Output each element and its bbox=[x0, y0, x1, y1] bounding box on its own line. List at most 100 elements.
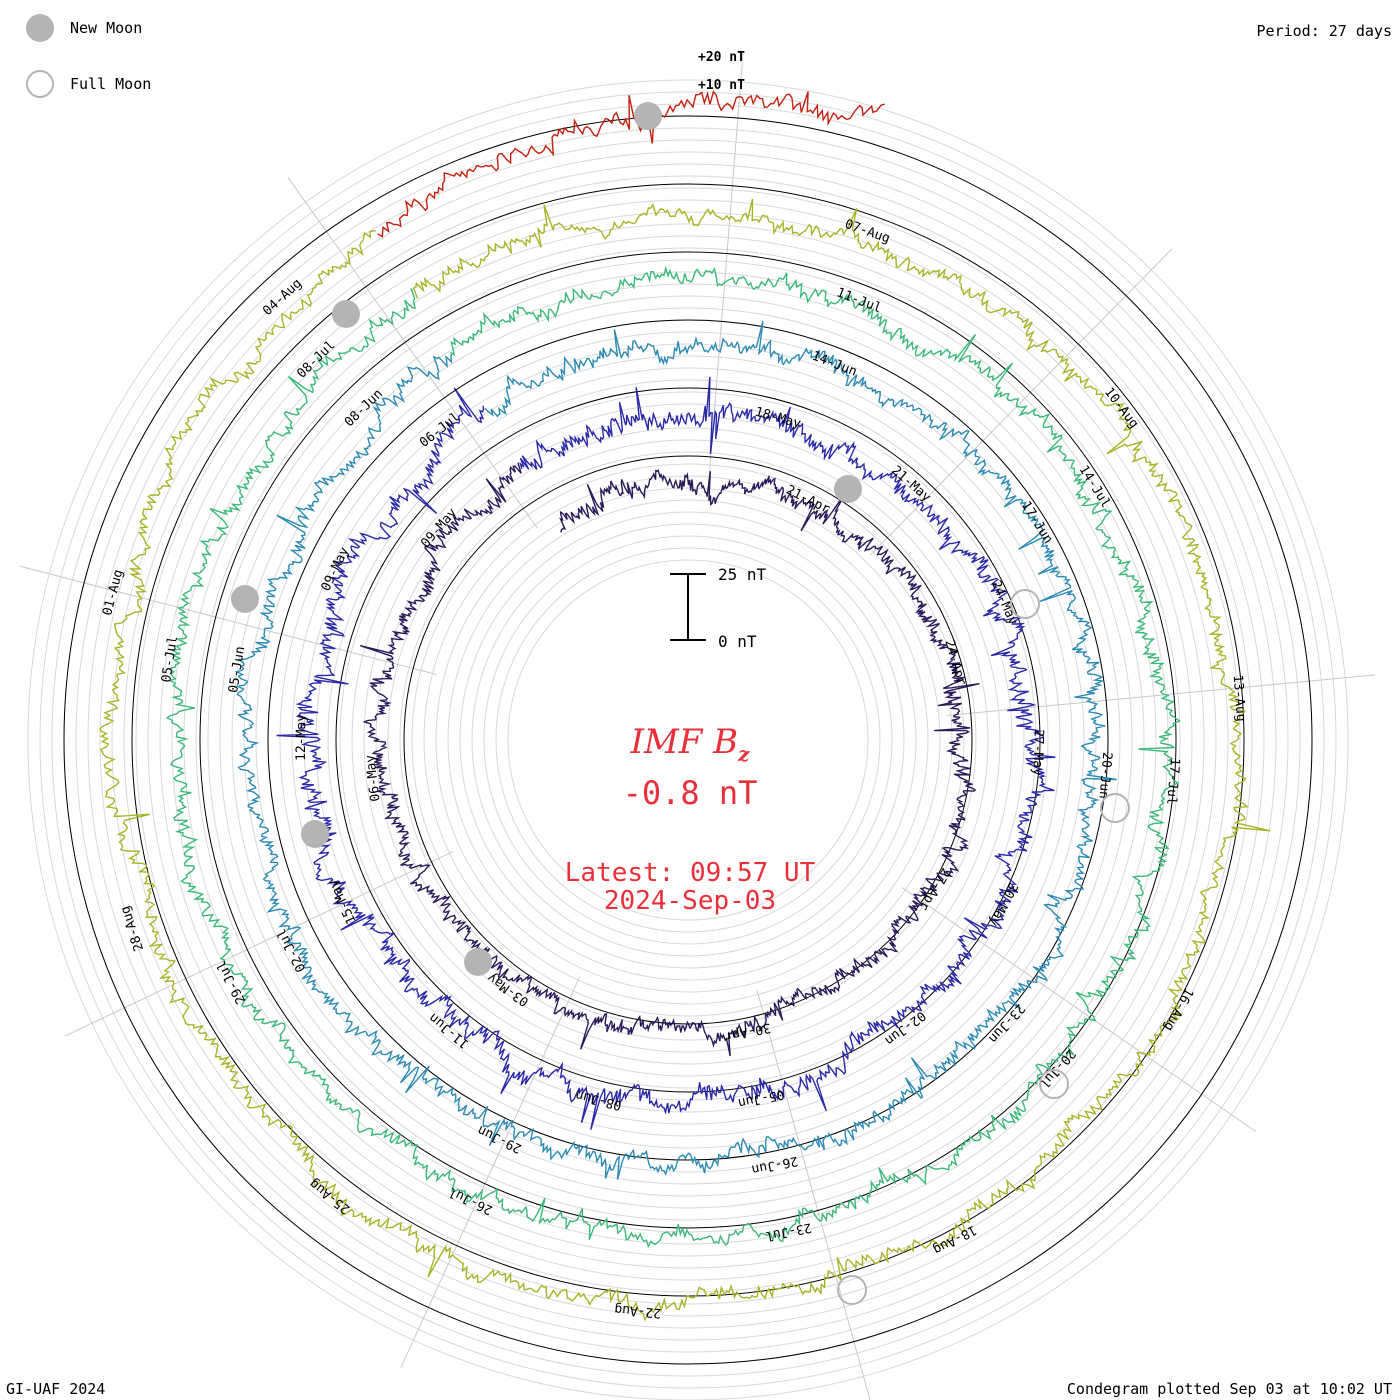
grid-ring bbox=[27, 79, 1349, 1400]
series-zero-line bbox=[335, 387, 1041, 1093]
grid-ring bbox=[483, 535, 893, 945]
grid-ring bbox=[303, 355, 1073, 1125]
grid-ring bbox=[471, 523, 905, 957]
grid-ring bbox=[279, 331, 1097, 1149]
parameter-subscript: z bbox=[738, 741, 750, 766]
series-6 bbox=[63, 90, 1313, 1365]
new-moon-marker bbox=[634, 102, 662, 130]
new-moon-icon bbox=[26, 14, 54, 42]
grid-ring bbox=[387, 439, 989, 1041]
new-moon-marker bbox=[834, 475, 862, 503]
date-tick-label: 22-Aug bbox=[614, 1301, 662, 1320]
series-line bbox=[276, 376, 1056, 1130]
series-zero-line bbox=[199, 251, 1177, 1229]
series-5 bbox=[99, 183, 1271, 1322]
grid-ring bbox=[123, 175, 1253, 1305]
date-tick-label: 12-May bbox=[294, 714, 309, 761]
date-tick-label: 07-Aug bbox=[843, 217, 892, 247]
moon-markers bbox=[231, 102, 1130, 1305]
scale-ring-label-20: +20 nT bbox=[698, 50, 745, 65]
grid-ring bbox=[339, 391, 1037, 1089]
period-label: Period: 27 days bbox=[1256, 22, 1392, 40]
full-moon-marker bbox=[1010, 589, 1040, 619]
latest-time: Latest: 09:57 UT bbox=[564, 858, 816, 888]
grid-ring bbox=[315, 367, 1061, 1113]
grid-ring bbox=[351, 403, 1025, 1077]
new-moon-marker bbox=[332, 300, 360, 328]
grid-spoke bbox=[287, 177, 538, 529]
grid-ring bbox=[111, 163, 1265, 1317]
series-3 bbox=[234, 319, 1117, 1180]
date-tick-label: 05-Jun bbox=[226, 645, 248, 694]
grid-spoke bbox=[64, 851, 454, 1037]
new-moon-marker bbox=[231, 585, 259, 613]
scale-bar: 25 nT 0 nT bbox=[670, 565, 767, 651]
series-1 bbox=[360, 455, 980, 1057]
grid-spoke bbox=[708, 52, 744, 481]
series-line bbox=[165, 265, 1181, 1249]
grid-ring bbox=[411, 463, 965, 1017]
latest-date: 2024-Sep-03 bbox=[603, 886, 777, 916]
grid-ring bbox=[87, 139, 1289, 1341]
date-tick-label: 27-May bbox=[1029, 729, 1046, 777]
scale-ring-labels: +20 nT +10 nT bbox=[698, 50, 745, 93]
legend-new-moon-label: New Moon bbox=[70, 19, 143, 37]
grid-ring bbox=[435, 487, 941, 993]
grid-ring bbox=[255, 307, 1121, 1173]
date-tick-label: 26-Jul bbox=[446, 1184, 495, 1218]
legend-full-moon: Full Moon bbox=[26, 69, 151, 99]
series-4 bbox=[165, 251, 1181, 1249]
date-tick-label: 21-Apr bbox=[783, 483, 832, 517]
date-tick-label: 13-Aug bbox=[1230, 674, 1248, 722]
grid-ring bbox=[291, 343, 1085, 1137]
legend-new-moon: New Moon bbox=[26, 13, 142, 43]
date-tick-label: 25-Aug bbox=[307, 1176, 353, 1217]
date-tick-label: 15-May bbox=[326, 877, 360, 926]
date-tick-label: 24-May bbox=[988, 578, 1020, 627]
full-moon-marker bbox=[1039, 1069, 1069, 1099]
date-tick-label: 06-May bbox=[363, 754, 384, 803]
grid-ring bbox=[207, 259, 1169, 1221]
date-tick-label: 17-Jul bbox=[1163, 757, 1182, 805]
grid-spoke bbox=[20, 565, 437, 676]
credit-label: GI-UAF 2024 bbox=[6, 1380, 106, 1398]
current-value: -0.8 nT bbox=[622, 774, 758, 812]
grid-ring bbox=[327, 379, 1049, 1101]
grid-ring bbox=[243, 295, 1133, 1185]
plotted-label: Condegram plotted Sep 03 at 10:02 UT bbox=[1066, 1380, 1392, 1398]
date-tick-label: 23-Jul bbox=[764, 1219, 813, 1243]
grid-ring bbox=[147, 199, 1229, 1281]
grid-spoke bbox=[400, 976, 581, 1368]
grid-ring bbox=[135, 187, 1241, 1293]
series-line bbox=[234, 321, 1117, 1180]
date-tick-label: 05-Jul bbox=[159, 635, 181, 684]
date-tick-label: 04-Aug bbox=[260, 276, 305, 319]
grid-ring bbox=[363, 415, 1013, 1065]
new-moon-marker bbox=[464, 948, 492, 976]
full-moon-marker bbox=[1100, 793, 1130, 823]
grid-ring bbox=[507, 559, 869, 921]
series-line bbox=[99, 198, 1271, 1322]
grid-ring bbox=[231, 283, 1145, 1197]
series-line bbox=[360, 462, 980, 1057]
grid-ring bbox=[75, 127, 1301, 1353]
date-tick-label: 20-Jun bbox=[1095, 751, 1114, 799]
date-tick-label: 18-Aug bbox=[930, 1222, 978, 1257]
grid-ring bbox=[447, 499, 929, 981]
legend-full-moon-label: Full Moon bbox=[70, 75, 152, 93]
grid-ring bbox=[99, 151, 1277, 1329]
series-line bbox=[377, 90, 885, 238]
new-moon-marker bbox=[301, 820, 329, 848]
series-2 bbox=[276, 376, 1056, 1130]
full-moon-icon bbox=[26, 70, 54, 98]
scale-bar-high-label: 25 nT bbox=[718, 565, 767, 584]
grid-ring bbox=[171, 223, 1205, 1257]
date-tick-label: 21-May bbox=[888, 463, 933, 505]
date-tick-label: 03-May bbox=[485, 969, 532, 1009]
grid-ring bbox=[51, 103, 1325, 1377]
grid-ring bbox=[459, 511, 917, 969]
grid-spoke bbox=[756, 990, 871, 1400]
grid-spoke bbox=[901, 887, 1257, 1133]
date-tick-label: 08-Jun bbox=[342, 387, 386, 431]
